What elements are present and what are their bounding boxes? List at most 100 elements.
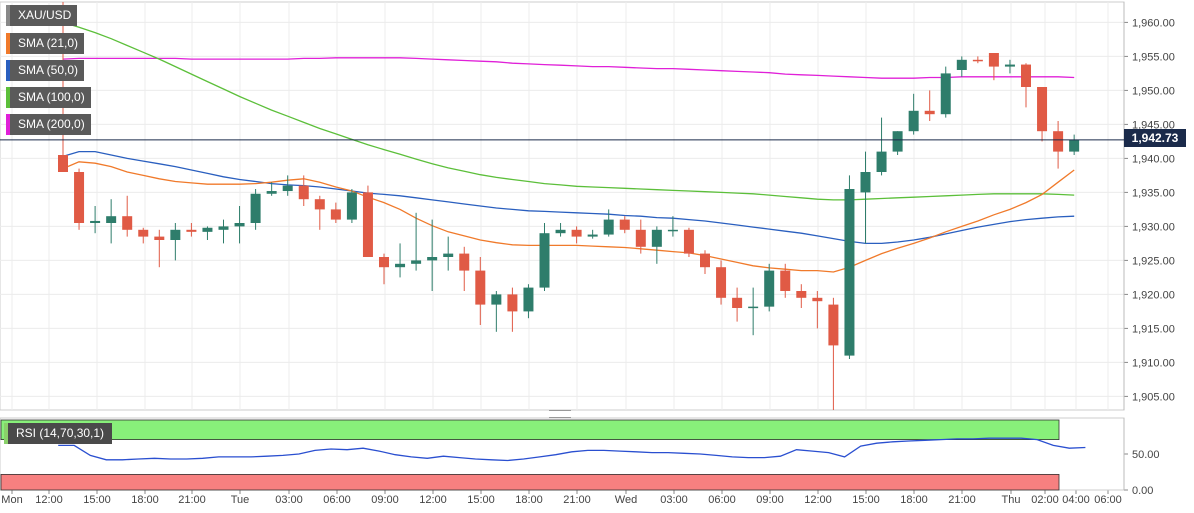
- candle-down: [635, 229, 646, 247]
- x-tick-label: 06:00: [323, 494, 351, 506]
- symbol-text: XAU/USD: [18, 8, 72, 22]
- candle-down: [314, 199, 325, 210]
- legend-sma50-label: SMA (50,0): [18, 63, 79, 77]
- candle-down: [138, 229, 149, 237]
- candle-down: [186, 229, 197, 232]
- candle-down: [972, 59, 983, 62]
- legend-rsi[interactable]: RSI (14,70,30,1): [4, 423, 113, 444]
- candle-up: [346, 192, 357, 220]
- y-tick-label: 1,940.00: [1132, 153, 1175, 165]
- y-tick-label: 1,920.00: [1132, 289, 1175, 301]
- sma21-line: [62, 161, 1075, 273]
- candle-up: [266, 191, 277, 194]
- candle-up: [90, 220, 101, 223]
- chart-grid: [0, 1, 1125, 490]
- candle-up: [170, 229, 181, 240]
- candle-down: [716, 267, 727, 298]
- x-tick-label: 12:00: [804, 494, 832, 506]
- candle-up: [1069, 140, 1080, 152]
- candle-up: [523, 287, 534, 312]
- candle-up: [539, 233, 550, 288]
- candle-up: [667, 229, 678, 232]
- last-price-value: 1,942.73: [1131, 131, 1179, 145]
- rsi-panel: 50.00 0.00: [0, 417, 1160, 497]
- y-tick-label: 1,910.00: [1132, 357, 1175, 369]
- legend-sma21[interactable]: SMA (21,0): [6, 33, 85, 54]
- candle-up: [844, 189, 855, 356]
- candle-up: [892, 131, 903, 152]
- y-tick-label: 1,925.00: [1132, 255, 1175, 267]
- candle-down: [700, 253, 710, 268]
- x-tick-label: 21:00: [948, 494, 976, 506]
- candle-up: [1004, 64, 1015, 67]
- rsi-tick-label: 0.00: [1132, 485, 1153, 497]
- candle-up: [908, 110, 919, 132]
- x-tick-label: 21:00: [563, 494, 591, 506]
- x-tick-label: 04:00: [1062, 494, 1090, 506]
- sma50-line: [62, 150, 1075, 245]
- y-axis: 1,960.00 1,955.00 1,950.00 1,945.00 1,940.00…: [1123, 2, 1175, 410]
- candle-down: [796, 291, 807, 298]
- candle-down: [571, 229, 582, 237]
- x-tick-label: 12:00: [419, 494, 447, 506]
- candle-down: [58, 155, 68, 172]
- candle-up: [940, 73, 951, 115]
- x-tick-label: Tue: [231, 494, 250, 506]
- y-tick-label: 1,915.00: [1132, 323, 1175, 335]
- x-tick-label: 09:00: [756, 494, 784, 506]
- x-tick-label: 18:00: [515, 494, 543, 506]
- sma100-line: [62, 21, 1075, 201]
- y-tick-label: 1,950.00: [1132, 85, 1175, 97]
- symbol-label[interactable]: XAU/USD: [6, 5, 78, 26]
- legend-sma200-label: SMA (200,0): [18, 117, 85, 131]
- candle-up: [555, 229, 566, 234]
- x-tick-label: 18:00: [900, 494, 928, 506]
- legend-sma200[interactable]: SMA (200,0): [6, 114, 91, 135]
- candle-down: [1037, 87, 1048, 132]
- candle-down: [298, 185, 309, 200]
- candle-up: [427, 257, 438, 261]
- candle-up: [748, 306, 759, 309]
- y-tick-label: 1,935.00: [1132, 187, 1175, 199]
- x-tick-label: 02:00: [1031, 494, 1059, 506]
- legend-sma100[interactable]: SMA (100,0): [6, 87, 91, 108]
- candle-up: [218, 226, 229, 230]
- candle-up: [395, 263, 406, 268]
- candle-up: [106, 216, 117, 223]
- legend-sma50[interactable]: SMA (50,0): [6, 60, 85, 81]
- x-tick-label: 15:00: [467, 494, 495, 506]
- last-price-tag: 1,942.73: [1124, 129, 1186, 147]
- candle-down: [379, 257, 389, 268]
- candle-down: [924, 110, 935, 115]
- candle-down: [732, 297, 743, 308]
- candle-up: [234, 223, 245, 227]
- candle-up: [603, 219, 614, 235]
- candle-up: [956, 59, 967, 70]
- candle-up: [282, 185, 293, 192]
- y-tick-label: 1,930.00: [1132, 221, 1175, 233]
- price-panel: [0, 1, 1125, 411]
- candle-up: [411, 260, 422, 264]
- candlesticks: [58, 2, 1080, 410]
- candle-down: [330, 209, 341, 220]
- sma-lines: [62, 21, 1075, 273]
- candle-down: [362, 192, 373, 257]
- candle-up: [250, 193, 261, 223]
- x-tick-label: Wed: [615, 494, 637, 506]
- candle-up: [876, 151, 887, 172]
- legend-sma21-label: SMA (21,0): [18, 36, 79, 50]
- x-tick-label: 06:00: [1094, 494, 1122, 506]
- candle-up: [491, 294, 502, 305]
- candle-down: [1021, 64, 1031, 87]
- candle-down: [780, 270, 791, 291]
- candle-down: [475, 270, 486, 305]
- candle-down: [507, 294, 518, 312]
- candle-down: [812, 297, 823, 302]
- candle-up: [764, 270, 775, 307]
- x-tick-label: 15:00: [852, 494, 880, 506]
- x-tick-label: 09:00: [371, 494, 399, 506]
- candle-down: [828, 304, 839, 346]
- panel-resize-handle[interactable]: [549, 410, 571, 418]
- x-tick-label: 15:00: [83, 494, 111, 506]
